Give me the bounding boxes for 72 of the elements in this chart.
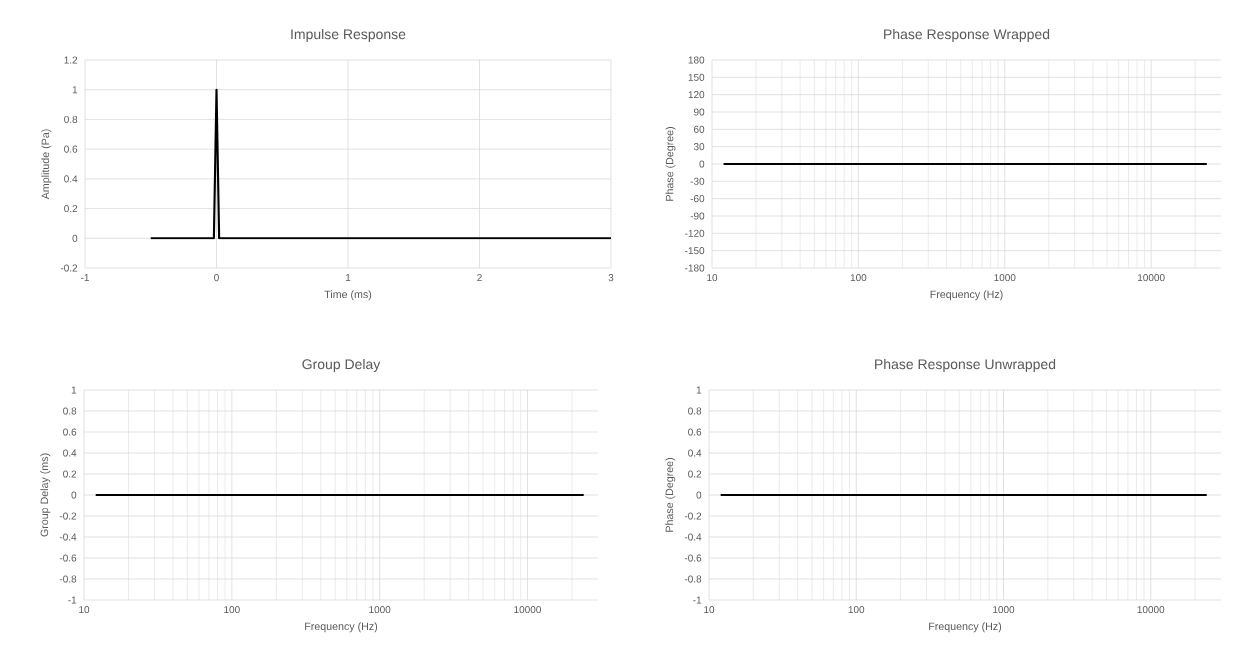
y-tick-label: 1 [71, 386, 77, 394]
y-tick-label: -150 [685, 247, 705, 255]
y-tick-label: 0 [72, 234, 78, 242]
y-tick-label: 1 [72, 86, 78, 94]
y-tick-label: -1 [693, 596, 702, 604]
y-tick-label: -120 [685, 229, 705, 237]
x-axis-title: Frequency (Hz) [305, 622, 378, 633]
x-tick-label: 100 [224, 606, 240, 614]
y-tick-label: -60 [690, 195, 705, 203]
y-axis-title: Group Delay (ms) [40, 453, 51, 537]
y-tick-label: 90 [693, 108, 705, 116]
y-tick-label: 0 [696, 491, 702, 499]
y-tick-label: 0.2 [688, 470, 702, 478]
x-tick-label: 1000 [993, 606, 1015, 614]
x-tick-label: 2 [477, 274, 482, 282]
y-tick-label: 0 [699, 160, 705, 168]
y-tick-label: -0.4 [59, 533, 77, 541]
y-tick-label: 1.2 [64, 56, 78, 64]
y-tick-label: 0.6 [688, 428, 702, 436]
y-axis-title: Phase (Degree) [665, 127, 676, 201]
x-axis-title: Time (ms) [324, 290, 372, 301]
x-tick-label: 0 [214, 274, 219, 282]
x-tick-label: 1000 [369, 606, 391, 614]
y-tick-label: -0.2 [59, 512, 77, 520]
y-tick-label: 60 [694, 125, 705, 133]
y-tick-label: 30 [693, 143, 705, 151]
x-tick-label: 10000 [1138, 274, 1165, 282]
y-tick-label: 0.8 [688, 407, 702, 415]
y-tick-label: -30 [690, 177, 705, 185]
y-tick-label: -1 [68, 596, 77, 604]
y-tick-label: -0.8 [684, 575, 702, 583]
x-tick-label: -1 [81, 274, 89, 281]
y-tick-label: -0.8 [59, 575, 77, 583]
x-tick-label: 100 [848, 606, 865, 614]
chart-title: Phase Response Wrapped [884, 28, 1050, 42]
x-tick-label: 1 [345, 274, 351, 281]
y-tick-label: 0.2 [63, 470, 77, 478]
y-tick-label: -0.4 [684, 533, 702, 541]
y-tick-label: 0.6 [63, 428, 77, 436]
x-tick-label: 1000 [994, 274, 1016, 282]
y-tick-label: 0.6 [64, 145, 78, 153]
x-tick-label: 10 [704, 606, 715, 614]
x-axis-title: Frequency (Hz) [930, 290, 1003, 301]
y-tick-label: -180 [685, 264, 705, 272]
x-tick-label: 100 [850, 274, 867, 282]
chart-title: Phase Response Unwrapped [875, 358, 1056, 372]
x-tick-label: 10000 [514, 606, 541, 614]
y-tick-label: 1 [696, 386, 702, 394]
chart-title: Group Delay [302, 358, 381, 372]
y-tick-label: 0.8 [63, 407, 77, 415]
y-tick-label: 120 [688, 91, 705, 99]
chart-title: Impulse Response [291, 28, 406, 42]
y-tick-label: 180 [688, 56, 705, 64]
y-tick-label: 0.8 [64, 115, 78, 123]
y-tick-label: -0.6 [59, 554, 77, 562]
y-axis-title: Phase (Degree) [665, 458, 676, 532]
y-tick-label: 0.4 [63, 449, 77, 457]
y-tick-label: 0.4 [688, 449, 702, 457]
x-tick-label: 10000 [1137, 606, 1165, 614]
y-tick-label: 0 [71, 491, 77, 499]
y-tick-label: 150 [688, 73, 705, 81]
y-tick-label: 0.4 [64, 175, 78, 183]
y-axis-title: Amplitude (Pa) [41, 129, 52, 200]
x-tick-label: 3 [608, 274, 614, 282]
x-tick-label: 10 [707, 274, 718, 282]
x-axis-title: Frequency (Hz) [929, 622, 1002, 633]
y-tick-label: 0.2 [64, 205, 78, 213]
y-tick-label: -0.2 [60, 264, 78, 272]
x-tick-label: 10 [79, 606, 90, 614]
y-tick-label: -90 [690, 212, 705, 220]
y-tick-label: -0.2 [684, 512, 702, 520]
y-tick-label: -0.6 [684, 554, 702, 562]
